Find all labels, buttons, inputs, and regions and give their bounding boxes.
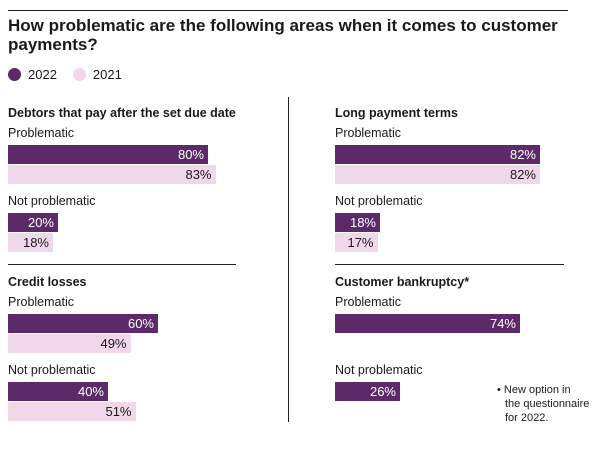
group-label: Problematic <box>335 126 401 140</box>
bar-2021 <box>335 233 378 252</box>
data-label-2021: 51% <box>105 404 132 419</box>
bar-2021 <box>8 334 131 353</box>
data-label-2021: 83% <box>185 167 212 182</box>
legend: 2022 2021 <box>8 67 138 82</box>
bar-2022 <box>335 314 520 333</box>
footnote-line: • New option in <box>497 384 571 396</box>
data-label-2022: 82% <box>509 147 536 162</box>
chart-title: How problematic are the following areas … <box>8 16 558 54</box>
bar-2022 <box>335 145 540 164</box>
data-label-2022: 18% <box>349 215 376 230</box>
data-label-2021: 49% <box>100 336 127 351</box>
bar-2022 <box>8 382 108 401</box>
legend-item-2022: 2022 <box>8 67 57 82</box>
bar-2021 <box>8 233 53 252</box>
data-label-2022: 74% <box>489 316 516 331</box>
group-label: Not problematic <box>8 363 96 377</box>
legend-swatch-2021 <box>72 68 86 81</box>
data-label-2022: 60% <box>127 316 154 331</box>
group-label: Problematic <box>8 126 74 140</box>
legend-item-2021: 2021 <box>72 67 122 82</box>
divider-left <box>8 264 236 265</box>
bar-2022 <box>335 382 400 401</box>
group-label: Problematic <box>8 295 74 309</box>
data-label-2022: 80% <box>177 147 204 162</box>
data-label-2021: 18% <box>22 235 49 250</box>
bar-2021 <box>8 165 216 184</box>
panel-title: Credit losses <box>8 275 87 289</box>
group-label: Not problematic <box>335 363 423 377</box>
bar-2022 <box>8 314 158 333</box>
bar-2022 <box>335 213 380 232</box>
data-label-2022: 20% <box>27 215 54 230</box>
panel-title: Long payment terms <box>335 106 458 120</box>
footnote-line: for 2022. <box>505 412 549 424</box>
divider-right <box>335 264 564 265</box>
data-label-2021: 17% <box>347 235 374 250</box>
data-label-2022: 26% <box>369 384 396 399</box>
panel-title: Debtors that pay after the set due date <box>8 106 236 120</box>
bar-2022 <box>8 145 208 164</box>
footnote: • New option in the questionnaire for 20… <box>497 383 589 425</box>
vertical-divider <box>288 97 289 422</box>
group-label: Not problematic <box>335 194 423 208</box>
panel-title: Customer bankruptcy* <box>335 275 470 289</box>
data-label-2021: 82% <box>509 167 536 182</box>
bar-2021 <box>8 402 136 421</box>
bar-2022 <box>8 213 58 232</box>
title-rule <box>8 10 568 11</box>
legend-label-2022: 2022 <box>28 67 57 82</box>
legend-label-2021: 2021 <box>92 67 122 82</box>
group-label: Not problematic <box>8 194 96 208</box>
footnote-line: the questionnaire <box>505 398 590 410</box>
legend-swatch-2022 <box>8 68 21 81</box>
data-label-2022: 40% <box>77 384 104 399</box>
group-label: Problematic <box>335 295 401 309</box>
bar-2021 <box>335 165 540 184</box>
